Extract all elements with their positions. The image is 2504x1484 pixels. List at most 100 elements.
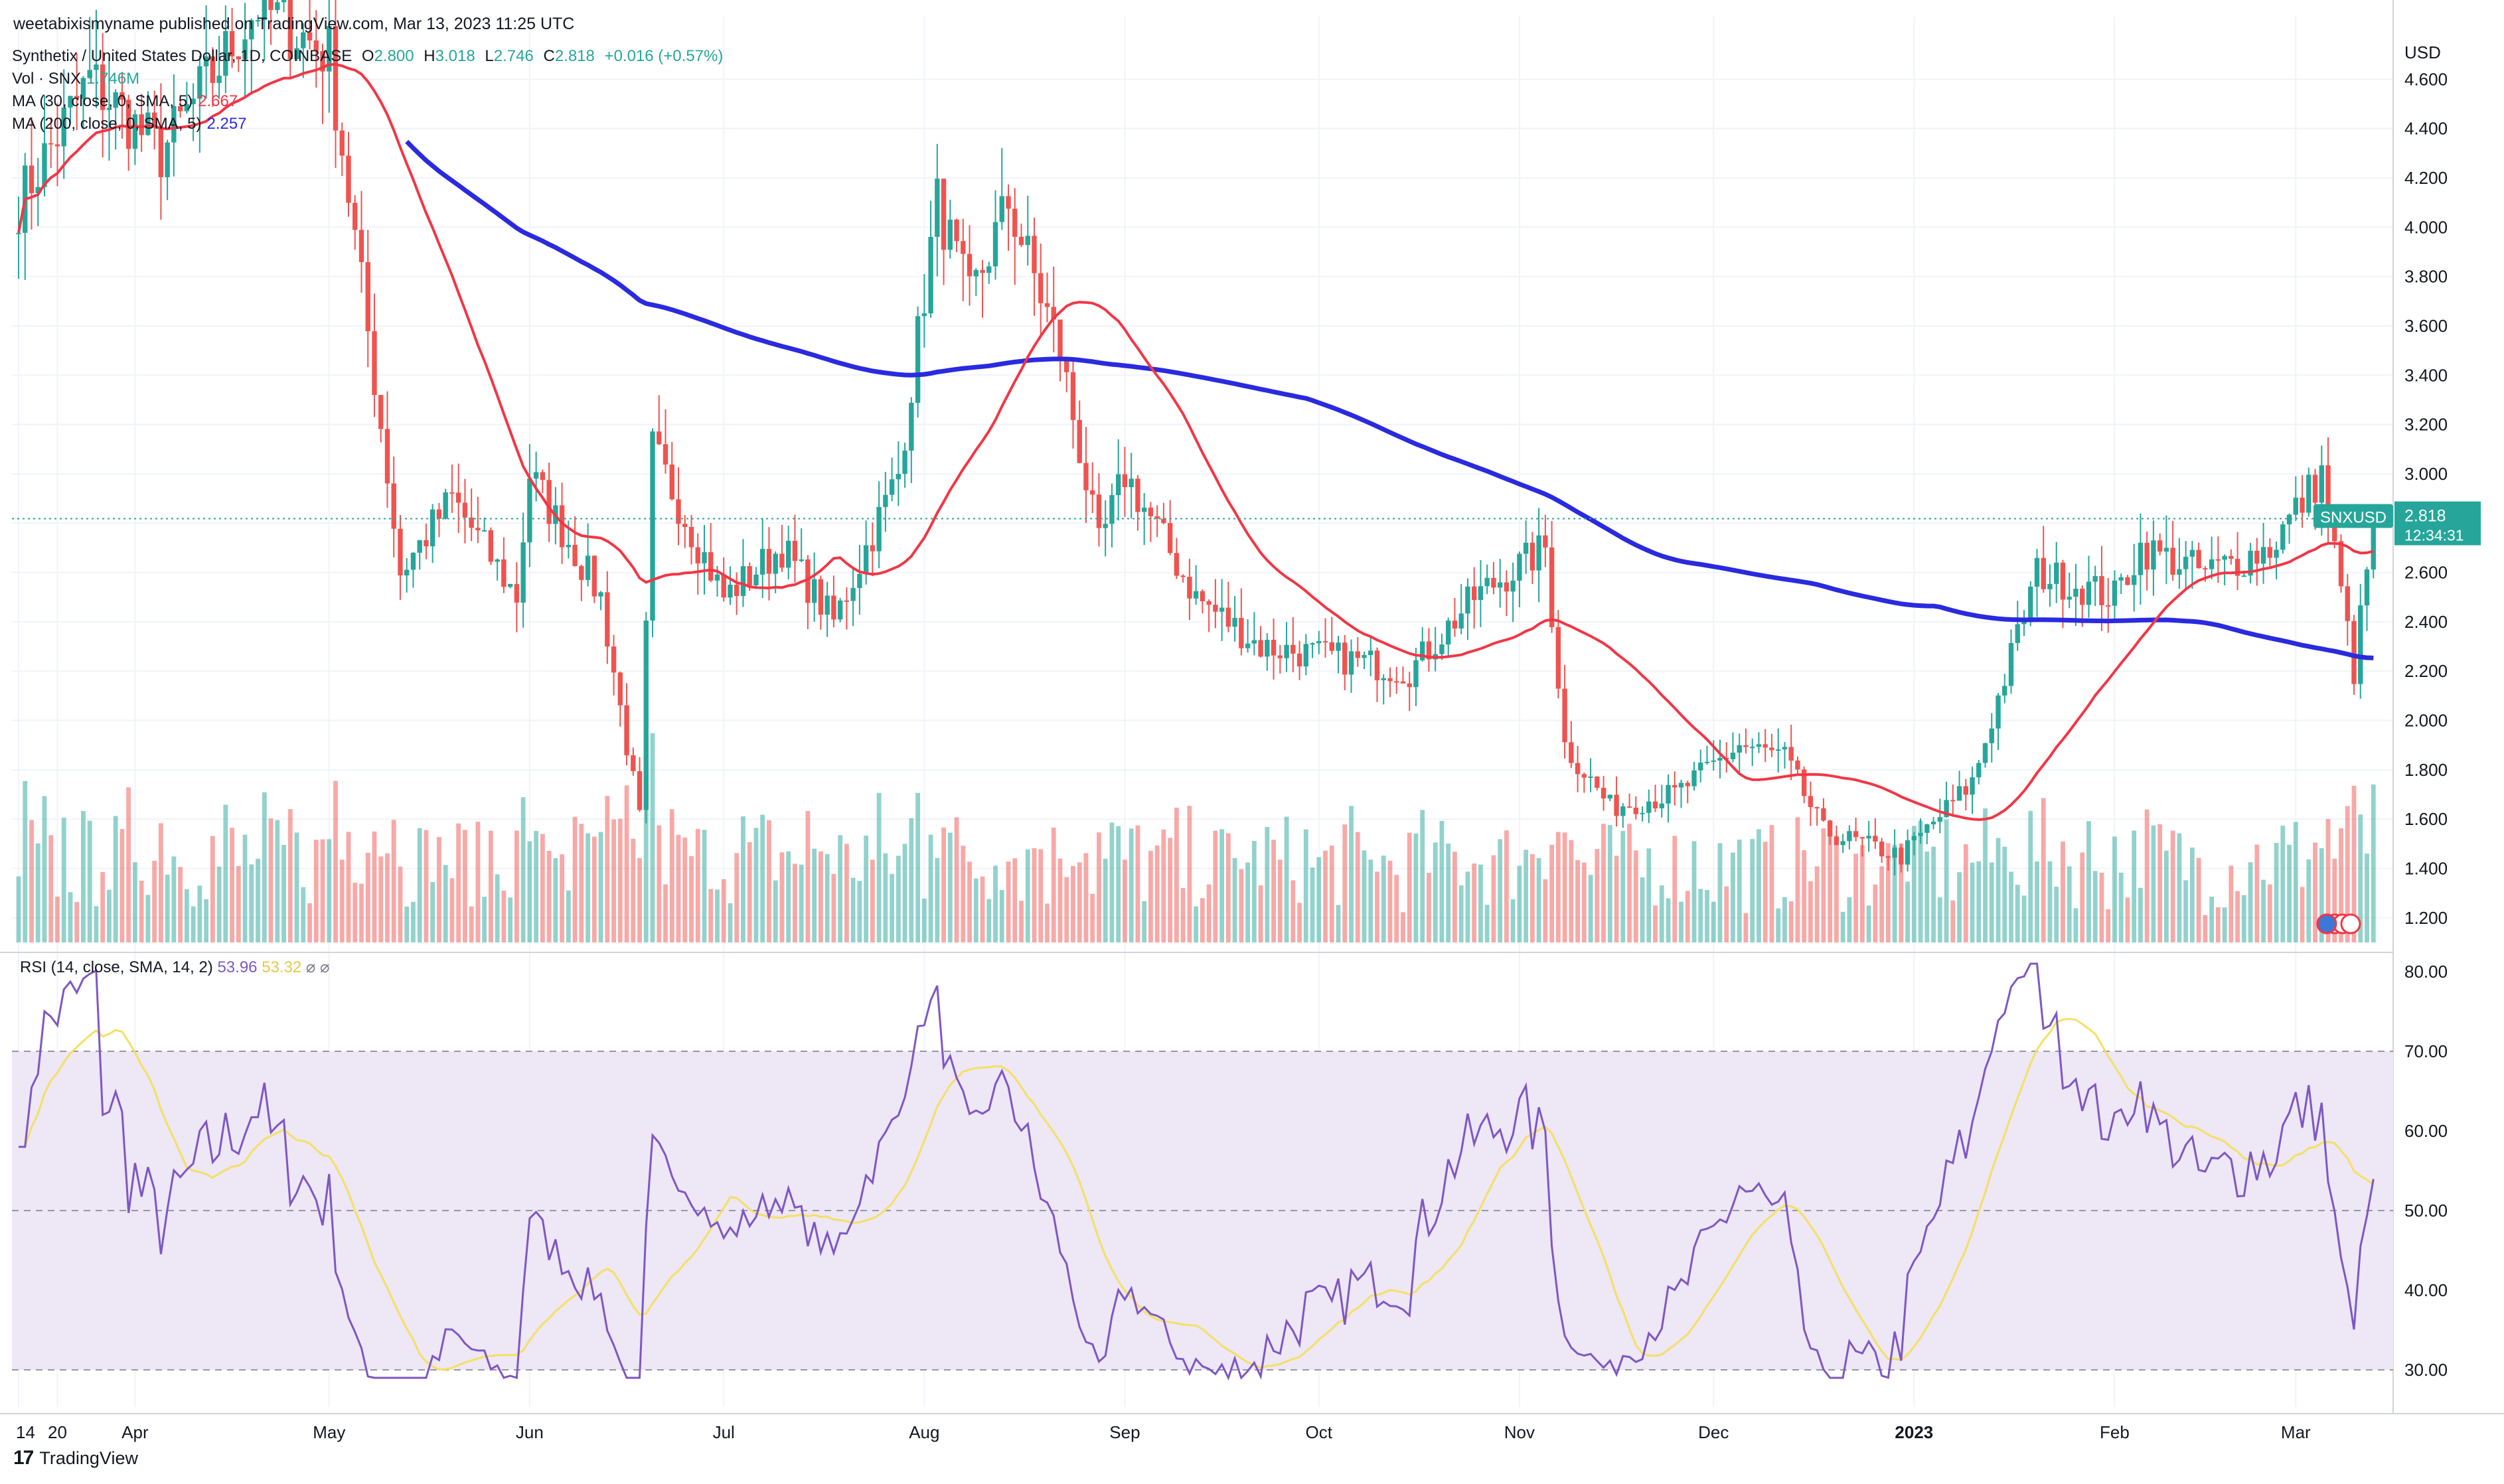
candle-body [2002, 686, 2007, 696]
volume-bar [883, 853, 888, 942]
candle-body [650, 431, 655, 621]
candle-body [1497, 582, 1503, 588]
candle-body [2118, 577, 2124, 581]
candle-body [2319, 465, 2324, 503]
candle-body [520, 542, 526, 603]
symbol-title[interactable]: Synthetix / United States Dollar, 1D, CO… [12, 47, 352, 65]
volume-bar [281, 845, 286, 942]
volume-bar [2365, 853, 2369, 942]
candle-body [1924, 824, 1930, 833]
candle-body [721, 574, 726, 598]
candle-body [1711, 760, 1716, 762]
volume-bar [921, 898, 927, 942]
volume-bar [1562, 832, 1567, 942]
volume-bar [1446, 843, 1451, 942]
price-axis-tick: 3.600 [2404, 316, 2448, 336]
candle-body [1691, 770, 1697, 786]
candle-body [961, 241, 966, 254]
volume-bar [1194, 906, 1199, 942]
candle-body [424, 540, 429, 547]
volume-bar [74, 902, 80, 942]
ma200-legend[interactable]: MA (200, close, 0, SMA, 5) 2.257 [12, 114, 252, 134]
volume-bar [1472, 863, 1477, 942]
volume-bar [236, 865, 241, 942]
close-value: 2.818 [554, 47, 595, 65]
time-axis-label: 20 [48, 1422, 67, 1442]
volume-bar [993, 865, 998, 942]
volume-bar [1795, 817, 1800, 942]
price-axis-tick: 2.400 [2404, 612, 2448, 632]
volume-bar [637, 857, 642, 942]
volume-bar [301, 887, 306, 942]
volume-bar [611, 819, 616, 942]
volume-bar [158, 823, 163, 942]
candle-body [1614, 794, 1619, 816]
candle-body [779, 554, 785, 568]
volume-bar [1103, 858, 1108, 942]
candle-body [1362, 655, 1367, 658]
candle-body [1471, 586, 1477, 601]
volume-bar [2222, 907, 2227, 942]
volume-bar [2261, 879, 2266, 942]
volume-bar [1963, 844, 1968, 942]
ma30-legend[interactable]: MA (30, close, 0, SMA, 5) 2.667 [12, 92, 243, 111]
volume-bar [1873, 884, 1878, 942]
price-axis-tick: 4.600 [2404, 69, 2448, 89]
candle-body [1296, 653, 1302, 667]
rsi-legend[interactable]: RSI (14, close, SMA, 14, 2) 53.96 53.32 … [20, 958, 330, 977]
volume-bar [2118, 872, 2124, 942]
volume-bar [1284, 816, 1289, 942]
candle-body [759, 549, 765, 575]
volume-bar [961, 846, 966, 942]
volume-bar [1627, 824, 1632, 942]
ma200-label: MA (200, close, 0, SMA, 5) [12, 115, 202, 133]
volume-bar [824, 853, 830, 942]
volume-bar [1757, 829, 1761, 942]
volume-bar [935, 857, 940, 942]
candle-body [1225, 607, 1231, 627]
volume-bar [94, 906, 99, 942]
candle-body [2170, 548, 2175, 575]
volume-bar [2170, 830, 2175, 942]
volume-bar [1685, 891, 1690, 942]
rsi-settings-icons[interactable]: ⌀ ⌀ [305, 958, 330, 976]
candle-body [1044, 303, 1050, 307]
candle-body [2209, 559, 2215, 569]
volume-bar [1439, 820, 1445, 942]
candle-body [747, 566, 752, 585]
tradingview-footer[interactable]: 17 TradingView [13, 1447, 138, 1469]
candle-body [1517, 554, 1522, 581]
volume-legend[interactable]: Vol · SNX 1.746M [12, 69, 145, 89]
candle-body [125, 100, 131, 149]
volume-bar [560, 854, 565, 942]
volume-bar [1504, 830, 1509, 942]
volume-bar [682, 837, 688, 942]
volume-bar [2248, 862, 2253, 942]
candle-body [2163, 548, 2169, 552]
candle-body [2312, 475, 2318, 503]
volume-bar [2319, 848, 2324, 942]
candle-body [799, 559, 804, 561]
volume-bar [2339, 828, 2343, 942]
candle-body [94, 64, 99, 70]
candle-body [346, 155, 351, 203]
candle-body [1607, 794, 1613, 799]
volume-bar [1543, 879, 1548, 942]
volume-bar [1724, 886, 1729, 942]
candle-body [1070, 372, 1076, 420]
candle-body [1814, 807, 1820, 809]
volume-bar [1097, 832, 1101, 942]
volume-bar [1433, 842, 1438, 942]
candle-body [158, 127, 164, 177]
candle-body [1717, 758, 1723, 761]
volume-bar [631, 838, 636, 942]
candle-body [1840, 841, 1845, 846]
volume-bar [2345, 806, 2350, 942]
volume-bar [216, 866, 222, 942]
volume-bar [1776, 908, 1781, 942]
volume-bar [2215, 907, 2221, 942]
volume-bar [327, 839, 332, 942]
volume-bar [23, 780, 28, 942]
candle-body [384, 429, 390, 484]
